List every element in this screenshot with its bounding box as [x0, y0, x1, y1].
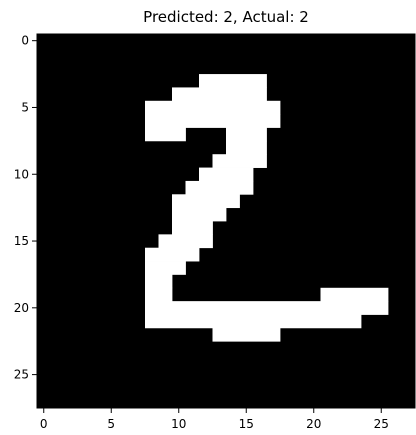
pixel-run [199, 74, 267, 88]
x-tick-label: 0 [40, 417, 48, 431]
pixel-run [145, 287, 173, 302]
digit-pixels [145, 74, 389, 342]
pixel-run [145, 100, 281, 115]
y-tick-label: 25 [14, 368, 29, 382]
plot-frame [36, 33, 416, 409]
pixel-run [226, 127, 267, 142]
pixel-run [145, 274, 173, 289]
pixel-run [212, 327, 281, 342]
y-tick-label: 0 [21, 34, 29, 48]
pixel-run [212, 154, 267, 168]
pixel-run [226, 140, 267, 155]
y-tick-label: 10 [14, 167, 29, 181]
x-tick-label: 10 [171, 417, 186, 431]
pixel-run [158, 234, 213, 249]
x-tick-label: 25 [374, 417, 389, 431]
chart-title: Predicted: 2, Actual: 2 [143, 8, 309, 26]
x-axis: 0 5 10 15 20 25 [40, 408, 389, 431]
pixel-run [145, 314, 362, 329]
pixel-run [172, 194, 240, 209]
pixel-run [320, 287, 389, 302]
pixel-run [145, 261, 186, 275]
pixel-run [185, 180, 254, 195]
pixel-run [199, 167, 254, 182]
x-tick-label: 20 [306, 417, 321, 431]
x-tick-label: 15 [239, 417, 254, 431]
pixel-run [172, 221, 213, 235]
pixel-run [145, 301, 389, 315]
y-tick-label: 5 [21, 100, 29, 114]
pixel-run [145, 114, 281, 128]
pixel-run [145, 127, 186, 142]
x-tick-label: 5 [107, 417, 115, 431]
pixel-run [145, 247, 200, 262]
y-tick-label: 15 [14, 234, 29, 248]
pixel-run [172, 207, 227, 222]
y-axis: 0 5 10 15 20 25 [14, 34, 37, 382]
pixel-run [172, 87, 267, 102]
y-tick-label: 20 [14, 301, 29, 315]
